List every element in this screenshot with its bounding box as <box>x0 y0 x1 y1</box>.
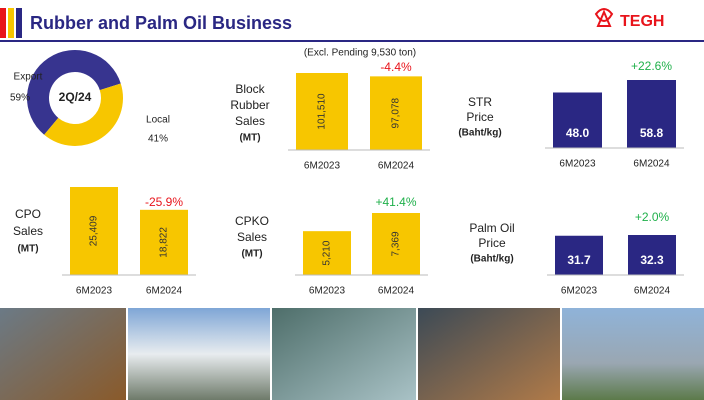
donut-center: 2Q/24 <box>59 90 92 104</box>
slice-label: Local <box>146 115 170 126</box>
panel-title: Sales <box>237 230 267 244</box>
bar-value: 31.7 <box>567 253 591 267</box>
x-tick-label: 6M2023 <box>309 286 346 297</box>
change-annotation: -25.9% <box>145 195 183 209</box>
bar-value: 18,822 <box>159 227 170 258</box>
x-tick-label: 6M2023 <box>561 286 598 297</box>
change-annotation: +41.4% <box>375 195 416 209</box>
bar <box>628 235 676 275</box>
panel-unit: (MT) <box>17 244 38 255</box>
panel-title: Block <box>235 82 265 96</box>
panel-unit: (Baht/kg) <box>470 254 513 265</box>
bar-value: 97,078 <box>391 97 402 128</box>
bar <box>140 209 188 275</box>
slice-value: 59% <box>10 93 30 104</box>
x-tick-label: 6M2024 <box>378 286 415 297</box>
panel-title: Sales <box>13 224 43 238</box>
change-annotation: +22.6% <box>631 59 672 73</box>
change-annotation: -4.4% <box>380 60 412 74</box>
x-tick-label: 6M2024 <box>633 159 670 170</box>
panel-title: Palm Oil <box>469 221 514 235</box>
panel-title: CPKO <box>235 214 269 228</box>
x-tick-label: 6M2023 <box>76 286 113 297</box>
panel-title: STR <box>468 95 492 109</box>
bar <box>627 80 676 148</box>
panel-title: Price <box>478 236 506 250</box>
slice-value: 41% <box>148 134 168 145</box>
x-tick-label: 6M2024 <box>634 286 671 297</box>
bar <box>303 231 351 275</box>
bar <box>70 187 118 275</box>
bar-value: 25,409 <box>89 215 100 246</box>
photo <box>418 308 560 400</box>
logo-text: TEGH <box>620 13 664 30</box>
x-tick-label: 6M2024 <box>378 161 415 172</box>
bar-value: 48.0 <box>566 126 590 140</box>
photo <box>0 308 126 400</box>
logo-icon <box>594 8 614 27</box>
panel-unit: (Baht/kg) <box>458 128 501 139</box>
accent-bar <box>0 8 6 38</box>
panel-title: CPO <box>15 207 41 221</box>
bar <box>555 235 603 275</box>
bar <box>370 76 422 150</box>
bar <box>553 92 602 148</box>
bar-value: 32.3 <box>640 253 664 267</box>
panel-subtitle: (Excl. Pending 9,530 ton) <box>304 48 416 59</box>
photo <box>272 308 416 400</box>
bar <box>296 73 348 150</box>
bar <box>372 213 420 275</box>
x-tick-label: 6M2023 <box>304 161 341 172</box>
panel-unit: (MT) <box>239 133 260 144</box>
x-tick-label: 6M2023 <box>559 159 596 170</box>
panel-title: Rubber <box>230 98 269 112</box>
photo <box>128 308 270 400</box>
panel-title: Price <box>466 110 494 124</box>
bar-value: 101,510 <box>317 93 328 130</box>
change-annotation: +2.0% <box>635 210 670 224</box>
slide-title: Rubber and Palm Oil Business <box>30 13 292 33</box>
photo <box>562 308 704 400</box>
donut-slice <box>44 83 124 147</box>
bar-value: 58.8 <box>640 126 664 140</box>
panel-unit: (MT) <box>241 249 262 260</box>
bar-value: 7,369 <box>391 231 402 256</box>
x-tick-label: 6M2024 <box>146 286 183 297</box>
bar-value: 5,210 <box>322 240 333 265</box>
slice-label: Export <box>14 72 43 83</box>
accent-bar <box>8 8 14 38</box>
donut-slice <box>27 50 121 135</box>
panel-title: Sales <box>235 114 265 128</box>
accent-bar <box>16 8 22 38</box>
